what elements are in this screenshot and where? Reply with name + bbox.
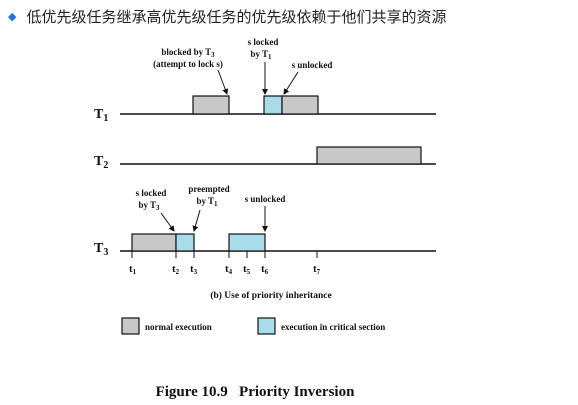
time-mark-t5: t5 bbox=[243, 263, 251, 276]
figure-caption: Figure 10.9 Priority Inversion bbox=[156, 384, 356, 400]
time-mark-t6: t6 bbox=[261, 263, 269, 276]
t1-sunlocked-annotation: s unlocked bbox=[292, 60, 333, 70]
t3-slocked-annotation: s locked bbox=[136, 188, 167, 198]
diamond-bullet-icon: ◆ bbox=[8, 10, 17, 23]
t1-blocked-annotation-line2: (attempt to lock s) bbox=[153, 59, 223, 69]
t3-normal-block bbox=[131, 233, 177, 252]
t3-critical-block-2 bbox=[228, 233, 266, 252]
t2-normal-block bbox=[316, 146, 422, 165]
heading-text: 低优先级任务继承高优先级任务的优先级依赖于他们共享的资源 bbox=[26, 8, 447, 26]
t3-critical-block-1 bbox=[175, 233, 195, 252]
legend-critical-label: execution in critical section bbox=[281, 322, 385, 332]
time-mark-t7: t7 bbox=[313, 263, 321, 276]
t1-slocked-annotation: s locked bbox=[248, 37, 279, 47]
t3-preempted-annotation-line2: by T1 bbox=[196, 196, 218, 208]
t3-slocked-arrow bbox=[160, 212, 175, 232]
t1-blocked-arrow bbox=[217, 69, 229, 95]
task-label-t3: T3 bbox=[94, 241, 108, 258]
task-label-t1: T1 bbox=[94, 107, 108, 124]
t1-sunlocked-arrow bbox=[283, 71, 299, 95]
subcaption: (b) Use of priority inheritance bbox=[210, 290, 331, 301]
heading-line: ◆ 低优先级任务继承高优先级任务的优先级依赖于他们共享的资源 bbox=[8, 6, 446, 27]
t3-preempted-annotation: preempted bbox=[188, 184, 229, 194]
t1-normal-block-2 bbox=[281, 95, 319, 115]
t1-blocked-annotation: blocked by T3 bbox=[161, 47, 215, 59]
time-mark-t1: t1 bbox=[129, 263, 137, 276]
legend-normal-label: normal execution bbox=[145, 322, 212, 332]
task-label-t2: T2 bbox=[94, 154, 108, 171]
t3-slocked-annotation-line2: by T3 bbox=[138, 200, 160, 212]
time-mark-t4: t4 bbox=[225, 263, 233, 276]
t3-preempted-arrow bbox=[192, 209, 201, 232]
t1-slocked-annotation-line2: by T1 bbox=[250, 49, 272, 61]
time-ticks bbox=[131, 251, 318, 258]
t1-normal-block-1 bbox=[192, 95, 230, 115]
t1-critical-block bbox=[263, 95, 283, 115]
t3-sunlocked-annotation: s unlocked bbox=[245, 194, 286, 204]
legend-critical-swatch bbox=[257, 317, 276, 335]
time-mark-t2: t2 bbox=[172, 263, 180, 276]
legend-normal-swatch bbox=[121, 317, 140, 335]
time-mark-t3: t3 bbox=[190, 263, 198, 276]
